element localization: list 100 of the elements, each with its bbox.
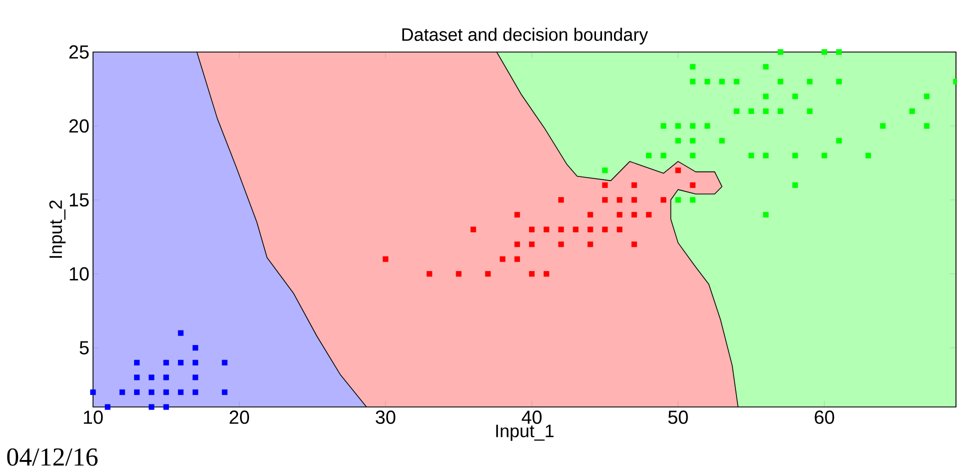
point	[163, 374, 169, 380]
point	[690, 182, 696, 188]
point	[163, 404, 169, 410]
point	[836, 49, 842, 55]
point	[660, 197, 666, 203]
point	[763, 108, 769, 114]
point	[778, 78, 784, 84]
point	[588, 226, 594, 232]
point	[163, 389, 169, 395]
point	[660, 152, 666, 158]
point	[675, 123, 681, 129]
point	[558, 226, 564, 232]
point	[178, 360, 184, 366]
point	[690, 64, 696, 70]
point	[588, 242, 594, 248]
point	[748, 108, 754, 114]
point	[616, 226, 622, 232]
point	[148, 404, 154, 410]
x-tick-label: 30	[376, 410, 396, 424]
point	[631, 197, 637, 203]
point	[192, 360, 198, 366]
point	[924, 94, 930, 100]
point	[588, 212, 594, 218]
point	[660, 123, 666, 129]
x-tick-label: 10	[84, 410, 103, 424]
point	[675, 168, 681, 174]
point	[192, 374, 198, 380]
point	[631, 182, 637, 188]
point	[704, 123, 710, 129]
y-tick-label: 20	[69, 119, 89, 133]
point	[719, 78, 725, 84]
point	[690, 123, 696, 129]
point	[572, 226, 578, 232]
point	[529, 242, 535, 248]
point	[836, 138, 842, 144]
x-axis-title: Input_1	[496, 424, 554, 441]
point	[178, 389, 184, 395]
point	[909, 108, 915, 114]
point	[104, 404, 110, 410]
y-tick-label: 15	[70, 193, 89, 207]
point	[616, 197, 622, 203]
point	[616, 212, 622, 218]
point	[134, 360, 140, 366]
point	[778, 49, 784, 55]
point	[119, 389, 126, 395]
point	[763, 64, 769, 70]
point	[602, 182, 608, 188]
point	[880, 123, 886, 129]
point	[734, 78, 740, 84]
point	[646, 212, 652, 218]
chart-title: Dataset and decision boundary	[402, 28, 648, 44]
point	[514, 242, 520, 248]
point	[763, 212, 769, 218]
point	[148, 374, 154, 380]
point	[529, 271, 535, 277]
point	[690, 78, 696, 84]
point	[822, 49, 828, 55]
point	[792, 182, 798, 188]
point	[924, 123, 930, 129]
x-tick-label: 20	[230, 410, 250, 424]
point	[178, 330, 184, 336]
point	[602, 168, 608, 174]
point	[792, 152, 798, 158]
y-axis-title: Input_2	[49, 200, 66, 258]
point	[134, 374, 140, 380]
point	[470, 226, 476, 232]
point	[163, 360, 169, 366]
point	[734, 108, 740, 114]
point	[675, 197, 681, 203]
x-tick-label: 50	[668, 410, 688, 424]
point	[382, 256, 388, 262]
point	[865, 152, 872, 158]
point	[763, 152, 769, 158]
point	[500, 256, 506, 262]
point	[822, 152, 828, 158]
point	[514, 212, 520, 218]
point	[690, 138, 696, 144]
point	[690, 152, 696, 158]
point	[426, 271, 432, 277]
point	[675, 138, 681, 144]
point	[485, 271, 491, 277]
point	[602, 226, 608, 232]
point	[806, 78, 813, 84]
point	[148, 389, 154, 395]
point	[544, 226, 550, 232]
point	[631, 212, 637, 218]
point	[836, 78, 842, 84]
text: 04/12/16	[7, 448, 98, 466]
point	[222, 360, 228, 366]
y-tick-label: 10	[70, 267, 89, 281]
point	[778, 108, 784, 114]
point	[792, 94, 798, 100]
point	[704, 78, 710, 84]
point	[544, 271, 550, 277]
point	[719, 138, 725, 144]
point	[646, 152, 652, 158]
point	[806, 108, 813, 114]
point	[456, 271, 462, 277]
point	[192, 389, 198, 395]
x-tick-label: 40	[522, 410, 542, 424]
